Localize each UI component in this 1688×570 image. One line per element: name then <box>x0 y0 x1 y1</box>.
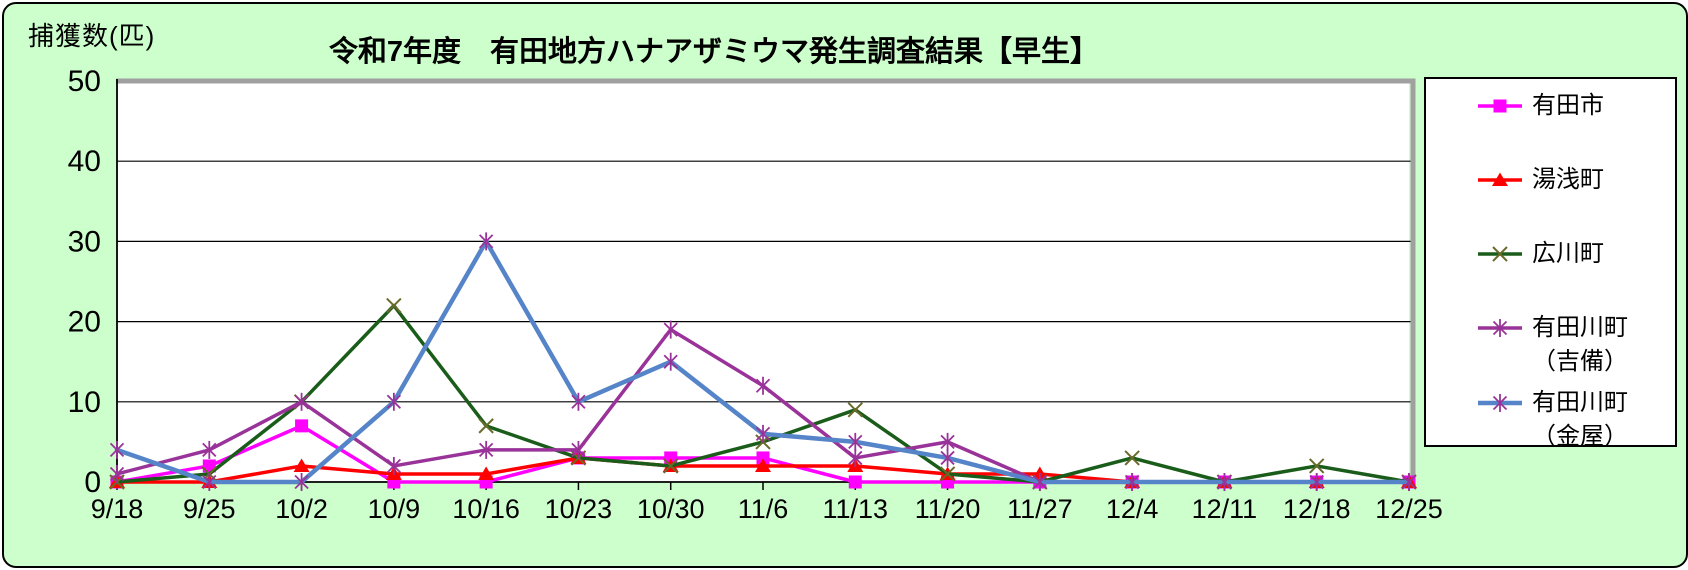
data-point-marker <box>940 450 955 466</box>
data-point-marker <box>478 418 494 434</box>
data-point-marker <box>1124 450 1140 466</box>
legend-marker-square-icon <box>1478 99 1522 113</box>
data-point-marker <box>386 394 401 409</box>
data-point-marker <box>478 466 495 480</box>
legend-label: 有田川町 （金屋） <box>1532 389 1628 450</box>
plot-area <box>117 81 1409 482</box>
legend-item-湯浅町: 湯浅町 <box>1476 163 1604 197</box>
data-point-marker <box>479 234 494 249</box>
data-point-marker <box>386 297 402 314</box>
y-tick-label: 0 <box>84 466 101 499</box>
y-tick-label: 40 <box>68 145 101 178</box>
legend-label: 広川町 <box>1532 240 1604 267</box>
legend-marker-x-icon <box>1478 246 1522 262</box>
x-tick-label: 9/18 <box>91 494 144 524</box>
data-point-marker <box>202 474 217 490</box>
data-point-marker <box>294 474 309 490</box>
legend-item-有田川町（吉備）: 有田川町 （吉備） <box>1476 311 1628 379</box>
data-point-marker <box>386 458 401 474</box>
x-tick-label: 10/2 <box>275 494 328 524</box>
data-point-marker <box>848 450 863 466</box>
data-point-marker <box>939 466 956 482</box>
x-tick-label: 10/30 <box>637 494 705 524</box>
y-tick-label: 50 <box>68 65 101 98</box>
data-point-marker <box>664 451 678 465</box>
data-point-marker <box>847 402 863 418</box>
legend-label: 有田市 <box>1532 92 1604 119</box>
x-tick-label: 10/16 <box>452 494 520 524</box>
data-point-marker <box>848 475 862 489</box>
data-point-marker <box>571 394 586 409</box>
x-tick-label: 12/11 <box>1192 494 1258 524</box>
x-tick-label: 11/27 <box>1007 494 1073 524</box>
data-point-marker <box>1492 395 1508 411</box>
legend-marker-asterisk-icon <box>1478 319 1522 337</box>
x-tick-label: 12/25 <box>1375 494 1443 524</box>
data-point-marker <box>1492 246 1508 262</box>
x-tick-label: 10/9 <box>368 494 421 524</box>
data-point-marker <box>1492 172 1508 186</box>
data-point-marker <box>293 458 310 472</box>
x-tick-label: 11/6 <box>738 494 789 524</box>
legend-item-有田市: 有田市 <box>1476 89 1604 123</box>
plot-border <box>116 78 1416 482</box>
data-point-marker <box>294 394 309 409</box>
data-point-marker <box>940 434 955 450</box>
legend: 有田市湯浅町広川町有田川町 （吉備） 有田川町 （金屋） <box>1424 77 1677 450</box>
data-point-marker <box>202 442 217 458</box>
legend-item-有田川町（金屋）: 有田川町 （金屋） <box>1476 386 1628 454</box>
data-point-marker <box>295 419 309 433</box>
data-point-marker <box>755 378 771 393</box>
data-point-marker <box>755 458 771 472</box>
chart-title: 令和7年度 有田地方ハナアザミウマ発生調査結果【早生】 <box>328 36 1100 68</box>
legend-marker-triangle-icon <box>1478 172 1522 186</box>
data-point-marker <box>1493 99 1507 113</box>
legend-item-広川町: 広川町 <box>1476 237 1604 271</box>
data-point-marker <box>571 442 586 458</box>
data-point-marker <box>1309 458 1325 474</box>
x-tick-label: 9/25 <box>183 494 236 524</box>
x-tick-label: 12/4 <box>1106 494 1159 524</box>
data-point-marker <box>202 459 216 473</box>
legend-label: 有田川町 （吉備） <box>1532 314 1628 375</box>
data-point-marker <box>479 442 494 458</box>
data-point-marker <box>663 322 678 337</box>
x-tick-label: 11/13 <box>823 494 889 524</box>
data-point-marker <box>663 354 678 369</box>
data-point-marker <box>109 442 125 458</box>
y-tick-label: 20 <box>68 306 101 339</box>
data-point-marker <box>1125 474 1140 490</box>
data-point-marker <box>663 458 679 474</box>
y-axis-unit-label: 捕獲数(匹) <box>28 21 156 51</box>
x-tick-label: 12/18 <box>1283 494 1351 524</box>
y-tick-label: 10 <box>68 386 101 419</box>
data-point-marker <box>848 434 863 450</box>
legend-marker-asterisk-icon <box>1478 394 1522 412</box>
data-point-marker <box>1401 474 1417 490</box>
x-tick-label: 11/20 <box>915 494 981 524</box>
data-point-marker <box>1217 474 1232 490</box>
data-point-marker <box>1032 474 1047 490</box>
y-tick-label: 30 <box>68 225 101 258</box>
data-point-marker <box>756 451 770 465</box>
data-point-marker <box>1492 320 1508 336</box>
legend-label: 湯浅町 <box>1532 166 1604 193</box>
data-point-marker <box>755 426 771 442</box>
data-point-marker <box>1309 474 1324 490</box>
chart-canvas: 0 10 20 30 40 50 9/18 9/25 10/2 10/9 10/16 10/23 10/… <box>68 65 1443 524</box>
data-point-marker <box>109 466 125 482</box>
x-tick-label: 10/23 <box>545 494 613 524</box>
